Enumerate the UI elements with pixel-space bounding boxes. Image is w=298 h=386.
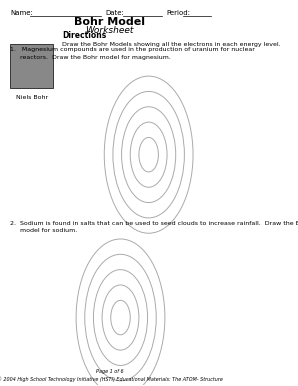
Text: Date:: Date: xyxy=(105,10,124,16)
Text: Period:: Period: xyxy=(166,10,190,16)
Text: Bohr Model: Bohr Model xyxy=(74,17,145,27)
Text: Worksheet: Worksheet xyxy=(86,26,134,35)
Text: Page 1 of 6
© 2004 High School Technology Initiative (HSTI) Educational Material: Page 1 of 6 © 2004 High School Technolog… xyxy=(0,369,223,381)
Text: Directions: Directions xyxy=(62,31,106,40)
Text: 1.   Magnesium compounds are used in the production of uranium for nuclear
     : 1. Magnesium compounds are used in the p… xyxy=(10,47,255,60)
Text: Niels Bohr: Niels Bohr xyxy=(15,95,48,100)
Bar xyxy=(10,44,53,88)
Text: Name:: Name: xyxy=(10,10,33,16)
Text: Draw the Bohr Models showing all the electrons in each energy level.: Draw the Bohr Models showing all the ele… xyxy=(62,42,281,47)
Text: 2.  Sodium is found in salts that can be used to seed clouds to increase rainfal: 2. Sodium is found in salts that can be … xyxy=(10,221,298,233)
